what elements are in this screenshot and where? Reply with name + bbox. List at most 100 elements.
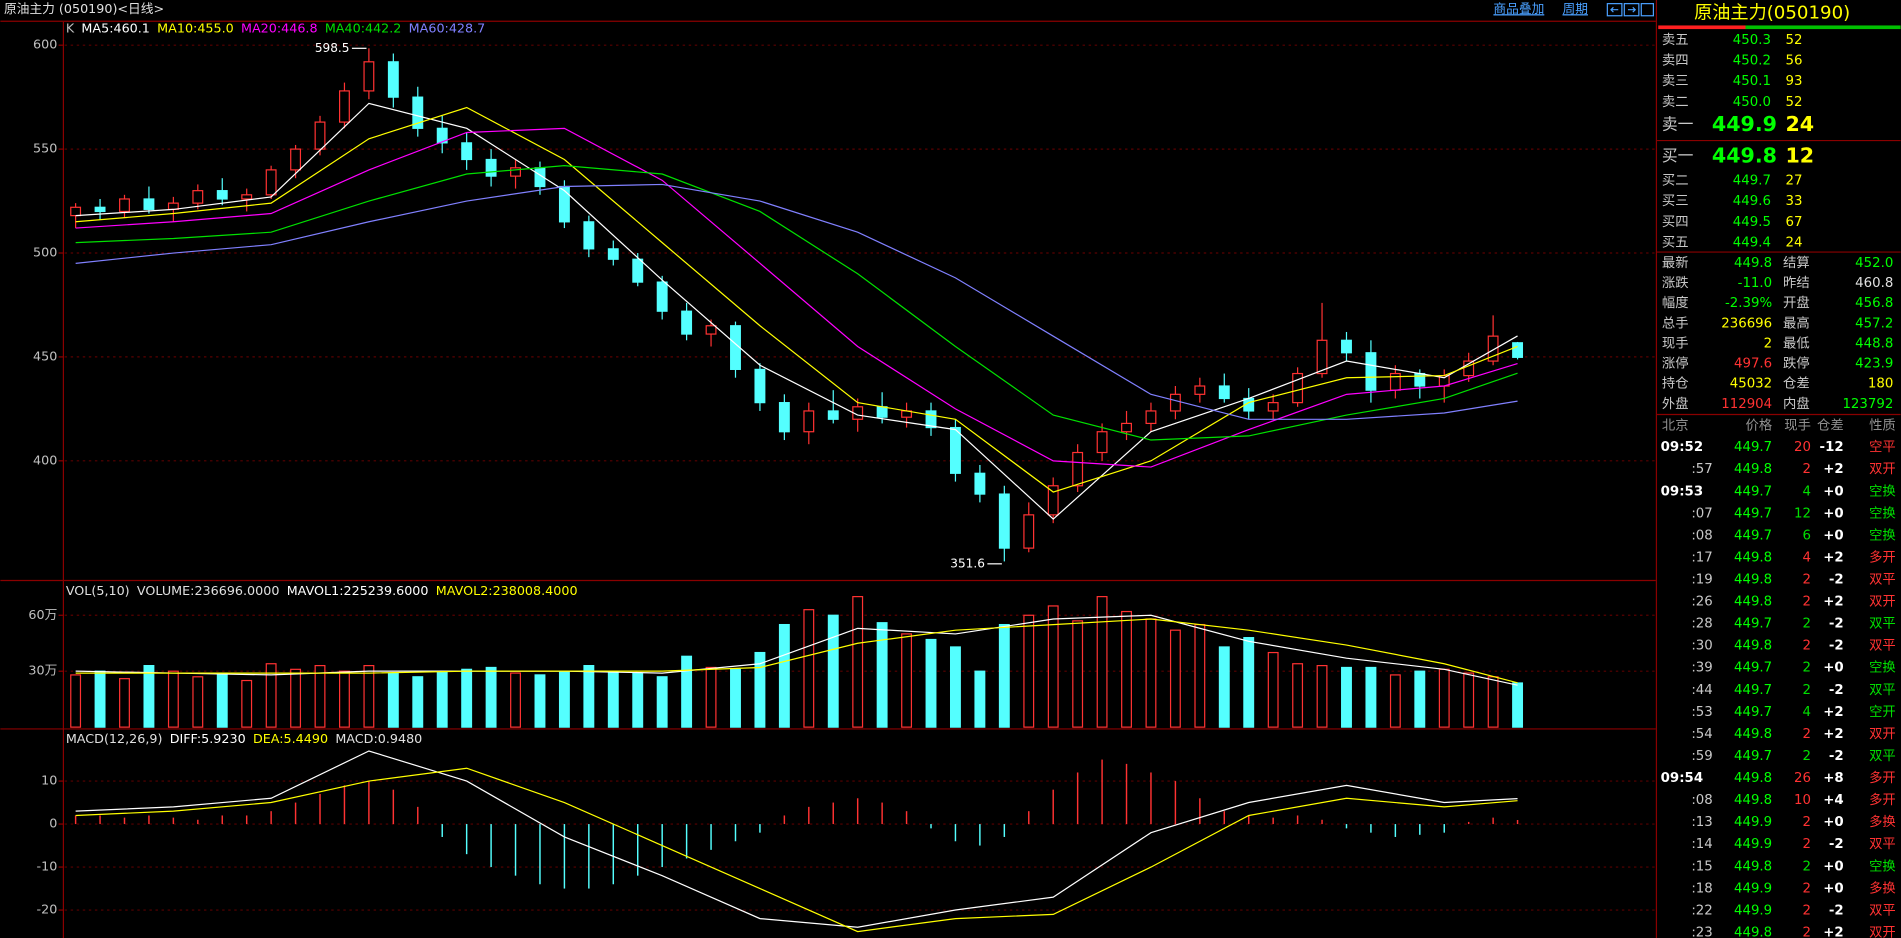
candle-body [265, 169, 277, 196]
candle-body [363, 61, 375, 92]
volume-bar [387, 672, 399, 728]
tick-header: 仓差 [1817, 417, 1844, 433]
candle-body [558, 185, 570, 223]
legend-entry: DIFF:5.9230 [170, 731, 246, 746]
nav-left-button[interactable] [1606, 3, 1623, 17]
tick-time: :08 [1691, 528, 1712, 543]
volume-bar [363, 664, 375, 728]
legend-entry: MA10:455.0 [157, 21, 234, 36]
tick-price: 449.9 [1734, 881, 1772, 896]
stat-label: 最新 [1662, 255, 1689, 271]
book-price: 449.9 [1712, 112, 1777, 136]
tick-volume: 12 [1794, 506, 1811, 521]
stat-value: 457.2 [1855, 316, 1893, 331]
book-volume: 12 [1785, 143, 1814, 167]
stat-label: 仓差 [1783, 376, 1810, 392]
overlay-link[interactable]: 商品叠加 [1493, 1, 1544, 16]
volume-bar [852, 596, 864, 728]
book-volume: 67 [1785, 215, 1802, 230]
nav-right-button[interactable] [1623, 3, 1640, 17]
stat-value: 452.0 [1855, 256, 1893, 271]
candle-body [681, 310, 693, 335]
y-tick-label: 10 [41, 773, 57, 788]
volume-bar [70, 674, 82, 728]
candle-body [1267, 402, 1279, 412]
tick-change: +8 [1823, 771, 1843, 786]
volume-bar [778, 623, 790, 728]
tick-change: -12 [1820, 440, 1844, 455]
tick-time: :28 [1691, 617, 1712, 632]
legend-entry: MA5:460.1 [81, 21, 149, 36]
book-price: 450.1 [1733, 74, 1771, 89]
tick-header: 价格 [1746, 417, 1773, 433]
tick-volume: 26 [1794, 771, 1811, 786]
legend-entry: VOL(5,10) [66, 583, 130, 598]
book-label: 卖三 [1662, 73, 1689, 89]
y-tick-label: -20 [37, 902, 58, 917]
tick-time: :18 [1691, 881, 1712, 896]
stat-label: 结算 [1783, 255, 1810, 271]
tick-type: 空换 [1869, 483, 1896, 499]
candle-body [583, 221, 595, 250]
book-label: 买四 [1662, 214, 1689, 230]
stat-value: 460.8 [1855, 276, 1893, 291]
tick-change: -2 [1829, 749, 1844, 764]
period-link[interactable]: 周期 [1563, 1, 1588, 16]
tick-time: :44 [1691, 683, 1712, 698]
stat-value: 449.8 [1734, 256, 1772, 271]
candle-body [1414, 372, 1426, 387]
tick-price: 449.8 [1734, 639, 1772, 654]
candle-body [1023, 514, 1035, 549]
tick-time: :14 [1691, 837, 1712, 852]
stat-label: 最高 [1783, 314, 1810, 331]
candle-body [241, 194, 253, 200]
indicator-line [75, 127, 1518, 468]
candle-body [974, 472, 986, 495]
tick-change: +2 [1823, 550, 1843, 565]
tick-price: 449.9 [1734, 837, 1772, 852]
tick-volume: 10 [1794, 793, 1811, 808]
tick-price: 449.8 [1734, 771, 1772, 786]
candle-body [290, 148, 302, 171]
volume-bar [167, 670, 179, 728]
tick-time: :54 [1691, 727, 1712, 742]
volume-bar [681, 655, 693, 728]
indicator-line [75, 165, 1518, 441]
tick-change: -2 [1829, 573, 1844, 588]
volume-bar [1292, 663, 1304, 728]
tick-type: 双平 [1869, 617, 1896, 632]
tick-change: +0 [1823, 528, 1843, 543]
legend-entry: K [66, 21, 75, 36]
book-label: 买三 [1662, 193, 1689, 209]
book-price: 449.6 [1733, 194, 1771, 209]
volume-bar [485, 666, 497, 728]
book-label: 卖一 [1662, 114, 1694, 133]
tick-price: 449.8 [1734, 550, 1772, 565]
tick-type: 空换 [1869, 505, 1896, 521]
book-volume: 27 [1785, 174, 1802, 189]
tick-change: -2 [1829, 617, 1844, 632]
y-tick-label: 500 [33, 245, 57, 260]
tick-price: 449.7 [1734, 749, 1772, 764]
tick-time: :53 [1691, 705, 1712, 720]
stat-label: 涨跌 [1662, 275, 1689, 291]
book-label: 买一 [1662, 146, 1694, 165]
y-tick-label: 60万 [28, 607, 57, 622]
tick-type: 双开 [1869, 595, 1896, 610]
y-tick-label: 450 [33, 348, 57, 363]
volume-bar [1316, 664, 1328, 728]
stat-value: 2 [1764, 336, 1772, 351]
candle-body [1169, 393, 1181, 412]
scroll-button[interactable] [1640, 3, 1654, 17]
tick-time: :57 [1691, 462, 1712, 477]
tick-type: 空换 [1869, 858, 1896, 874]
book-price: 450.0 [1733, 95, 1771, 110]
volume-bar [803, 609, 815, 728]
tick-price: 449.8 [1734, 859, 1772, 874]
volume-bar [1512, 682, 1524, 728]
indicator-line [75, 102, 1518, 520]
volume-bar [1194, 623, 1206, 728]
indicator-line [75, 618, 1518, 684]
volume-bar [1096, 596, 1108, 728]
